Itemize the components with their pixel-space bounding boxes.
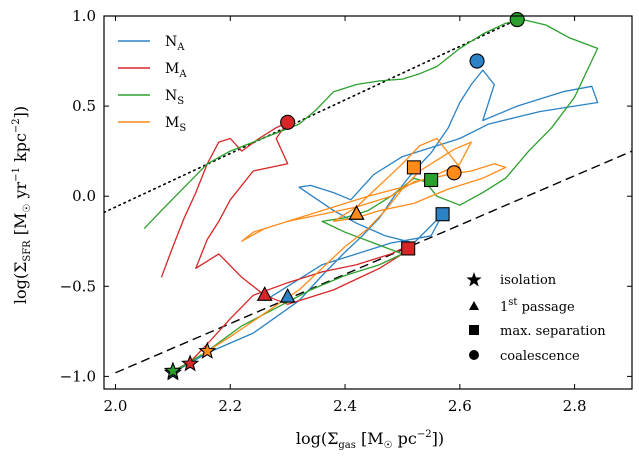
legend-label: MA — [165, 61, 187, 80]
dotted-reference-line — [104, 18, 519, 214]
marker-coalescence-na — [469, 53, 485, 69]
marker-passage-ma — [256, 286, 273, 301]
legend-entry-na: NA — [118, 34, 185, 53]
series-markers — [163, 12, 525, 381]
marker-isolation-ms — [198, 341, 217, 359]
marker-separation-ns — [424, 172, 439, 188]
star-icon — [466, 272, 482, 287]
marker-legend-label: isolation — [500, 273, 557, 288]
marker-coalescence-ns — [509, 12, 525, 28]
x-tick-label: 2.8 — [563, 397, 587, 415]
legend-entry-ms: MS — [118, 115, 186, 134]
legend-label: NS — [165, 88, 184, 107]
marker-legend-isolation: isolation — [466, 272, 557, 288]
marker-legend-label: 1st passage — [500, 297, 575, 315]
marker-separation-ma — [401, 241, 416, 256]
series-line-ms — [201, 137, 507, 356]
axis-ticks — [104, 15, 632, 389]
y-tick-label: 0.0 — [72, 187, 96, 205]
marker-isolation-ma — [181, 354, 200, 372]
x-tick-label: 2.4 — [333, 397, 357, 415]
x-tick-label: 2.6 — [448, 397, 472, 415]
x-tick-label: 2.2 — [218, 397, 242, 415]
triangle-icon — [469, 301, 479, 310]
marker-legend-coalescence: coalescence — [469, 349, 580, 364]
y-tick-label: −0.5 — [60, 277, 96, 295]
legend-label: MS — [165, 115, 186, 134]
marker-legend-label: coalescence — [500, 349, 580, 364]
series-line-ma — [160, 121, 415, 372]
marker-passage-na — [279, 287, 296, 303]
x-tick-label: 2.0 — [104, 397, 128, 415]
tick-labels: 2.0 2.2 2.4 2.6 2.8 −1.0 −0.5 0.0 0.5 1.0 — [60, 7, 587, 415]
marker-legend: isolation 1st passage max. separation co… — [466, 272, 606, 364]
square-icon — [469, 325, 479, 335]
legend-entry-ma: MA — [118, 61, 187, 80]
marker-separation-na — [435, 207, 450, 222]
series-line-na — [172, 69, 599, 374]
reference-lines — [104, 18, 632, 374]
marker-separation-ms — [406, 160, 421, 175]
dashed-reference-line — [115, 150, 632, 374]
marker-coalescence-ms — [446, 165, 462, 181]
legend-entry-ns: NS — [118, 88, 184, 107]
y-tick-label: 1.0 — [72, 7, 96, 25]
y-tick-label: 0.5 — [72, 97, 96, 115]
marker-legend-passage: 1st passage — [469, 297, 575, 315]
marker-passage-ms — [348, 205, 365, 220]
plot-frame — [103, 15, 633, 390]
series-lines — [143, 18, 599, 374]
series-legend: NA MA NS MS — [118, 34, 187, 134]
y-axis-label: log(ΣSFR [M☉ yr−1 kpc−2]) — [11, 106, 33, 304]
series-line-ns — [143, 18, 599, 372]
marker-legend-separation: max. separation — [469, 324, 606, 339]
marker-legend-label: max. separation — [500, 324, 606, 339]
marker-coalescence-ma — [280, 114, 296, 130]
marker-isolation-ns — [163, 361, 182, 379]
y-tick-label: −1.0 — [60, 367, 96, 385]
x-axis-label: log(Σgas [M☉ pc−2]) — [296, 429, 444, 451]
legend-label: NA — [165, 34, 185, 53]
circle-icon — [469, 350, 479, 360]
